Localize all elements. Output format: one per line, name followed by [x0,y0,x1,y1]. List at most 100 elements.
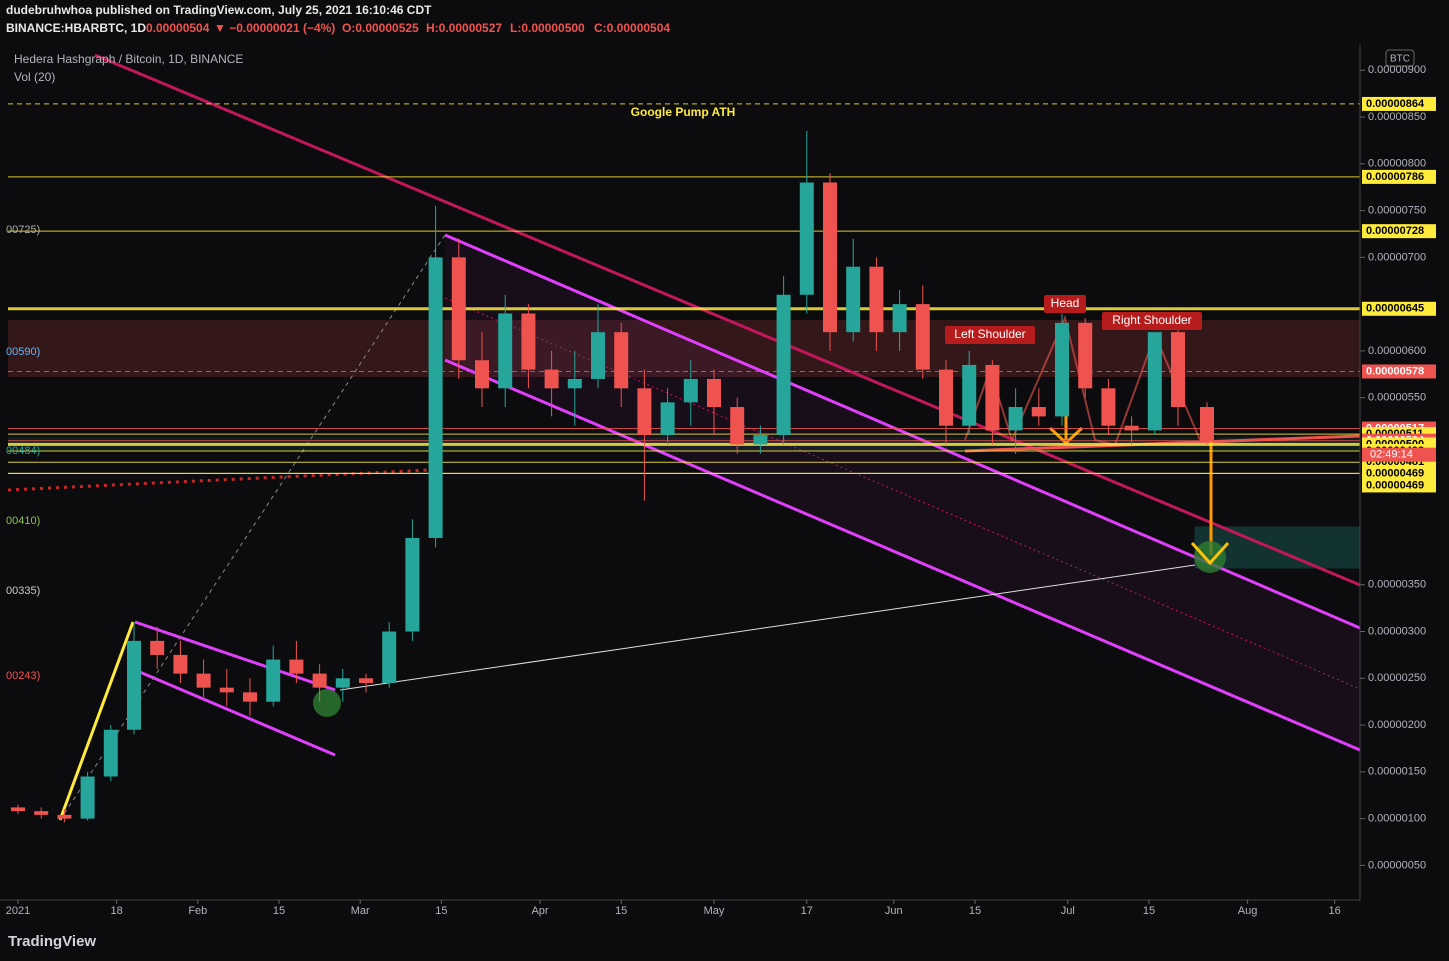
candle-body [359,678,373,683]
fib-label: 00590) [6,346,40,358]
label-box [1044,295,1086,313]
fib-label: 00410) [6,515,40,527]
currency: BTC [1390,54,1410,65]
ohlc-high: H:0.00000527 [426,21,502,35]
y-tick-label: 0.00000100 [1368,813,1426,825]
candle-body [266,659,281,702]
y-tick-label: 0.00000350 [1368,579,1426,591]
candle-body [382,631,397,683]
annotation: Google Pump ATH [631,105,736,119]
candle-body [823,182,837,333]
candle-body [591,332,605,379]
candle-body [753,435,768,445]
candle-body [985,364,1000,431]
x-tick-label: 18 [110,905,122,917]
annotation: Head [1051,296,1080,310]
candle-body [127,640,141,730]
candle-body [660,402,675,436]
candle-body [1031,407,1046,417]
annotation: Left Shoulder [954,327,1025,341]
projection-arrow [339,564,1196,691]
countdown-box [1362,447,1436,462]
y-tick-label: 0.00000600 [1368,345,1426,357]
candle-body [637,388,652,436]
x-tick-label: 15 [273,905,285,917]
candle-body [915,304,930,370]
candle-body [1008,407,1023,431]
ohlc-close: C:0.00000504 [594,21,670,35]
candle-body [498,313,513,389]
candle-body [451,257,466,361]
price-label: 0.00000469 [1366,467,1424,479]
candle-body [1055,322,1069,417]
label-box [1102,312,1202,330]
logo: TradingView [8,933,96,950]
candle-body [312,673,327,688]
candle-body [103,729,118,777]
candle-body [1200,407,1214,441]
candle-body [1124,425,1139,431]
ohlc-low: L:0.00000500 [510,21,585,35]
candle-body [707,378,721,408]
fib-label: 00484) [6,445,40,457]
candle-body [173,654,188,674]
candle-body [846,266,861,333]
y-tick-label: 0.00000250 [1368,672,1426,684]
fib-label: 00725) [6,224,40,236]
x-tick-label: Aug [1238,905,1258,917]
label-box [945,326,1035,344]
target-chevron [1190,541,1230,566]
y-tick-label: 0.00000300 [1368,625,1426,637]
symbol: BINANCE:HBARBTC, 1D [6,21,146,35]
candle-body [475,360,489,389]
candle-body [243,692,257,702]
price-label: 0.00000469 [1366,479,1424,491]
channel-bottom [444,358,1361,752]
channel-fill [445,235,1360,750]
x-tick-label: Jul [1061,905,1075,917]
pole-line [58,621,135,821]
candle-body [1147,332,1162,431]
candle-body [567,378,582,389]
candle-body [939,369,953,426]
x-tick-label: Feb [188,905,207,917]
y-tick-label: 0.00000750 [1368,204,1426,216]
candle-body [1101,388,1116,426]
fib-label: 00243) [6,670,40,682]
candle-body [614,332,629,389]
y-tick-label: 0.00000850 [1368,111,1426,123]
flag-top [134,620,336,692]
price-label-box [1362,301,1436,316]
x-tick-label: 17 [801,905,813,917]
y-tick-label: 0.00000200 [1368,719,1426,731]
candle-body [80,776,95,819]
price-label-box [1362,478,1436,493]
candle-body [219,687,234,693]
price-label: 0.00000786 [1366,171,1424,183]
candle-body [335,678,350,688]
fib-label: 00335) [6,585,40,597]
price-label-box [1362,364,1436,379]
x-tick-label: 15 [1143,905,1155,917]
candle-body [1171,332,1185,408]
y-tick-label: 0.00000150 [1368,766,1426,778]
downtrend-line [94,53,1361,587]
price-label-box [1362,96,1436,111]
y-tick-label: 0.00000050 [1368,859,1426,871]
candle-body [544,369,559,389]
chart-title: Hedera Hashgraph / Bitcoin, 1D, BINANCE [14,52,243,66]
x-tick-label: 15 [435,905,447,917]
candle-body [962,364,977,426]
y-tick-label: 0.00000550 [1368,392,1426,404]
price-label: 0.00000864 [1366,98,1425,110]
candle-body [405,537,420,632]
ohlc-open: O:0.00000525 [342,21,419,35]
author-line: dudebruhwhoa published on TradingView.co… [6,3,432,17]
volume-legend: Vol (20) [14,70,55,84]
x-tick-label: 16 [1328,905,1340,917]
candle-body [683,378,698,403]
price-label-box [1362,466,1436,481]
candle-body [730,407,745,445]
countdown: 02:49:14 [1370,449,1413,461]
